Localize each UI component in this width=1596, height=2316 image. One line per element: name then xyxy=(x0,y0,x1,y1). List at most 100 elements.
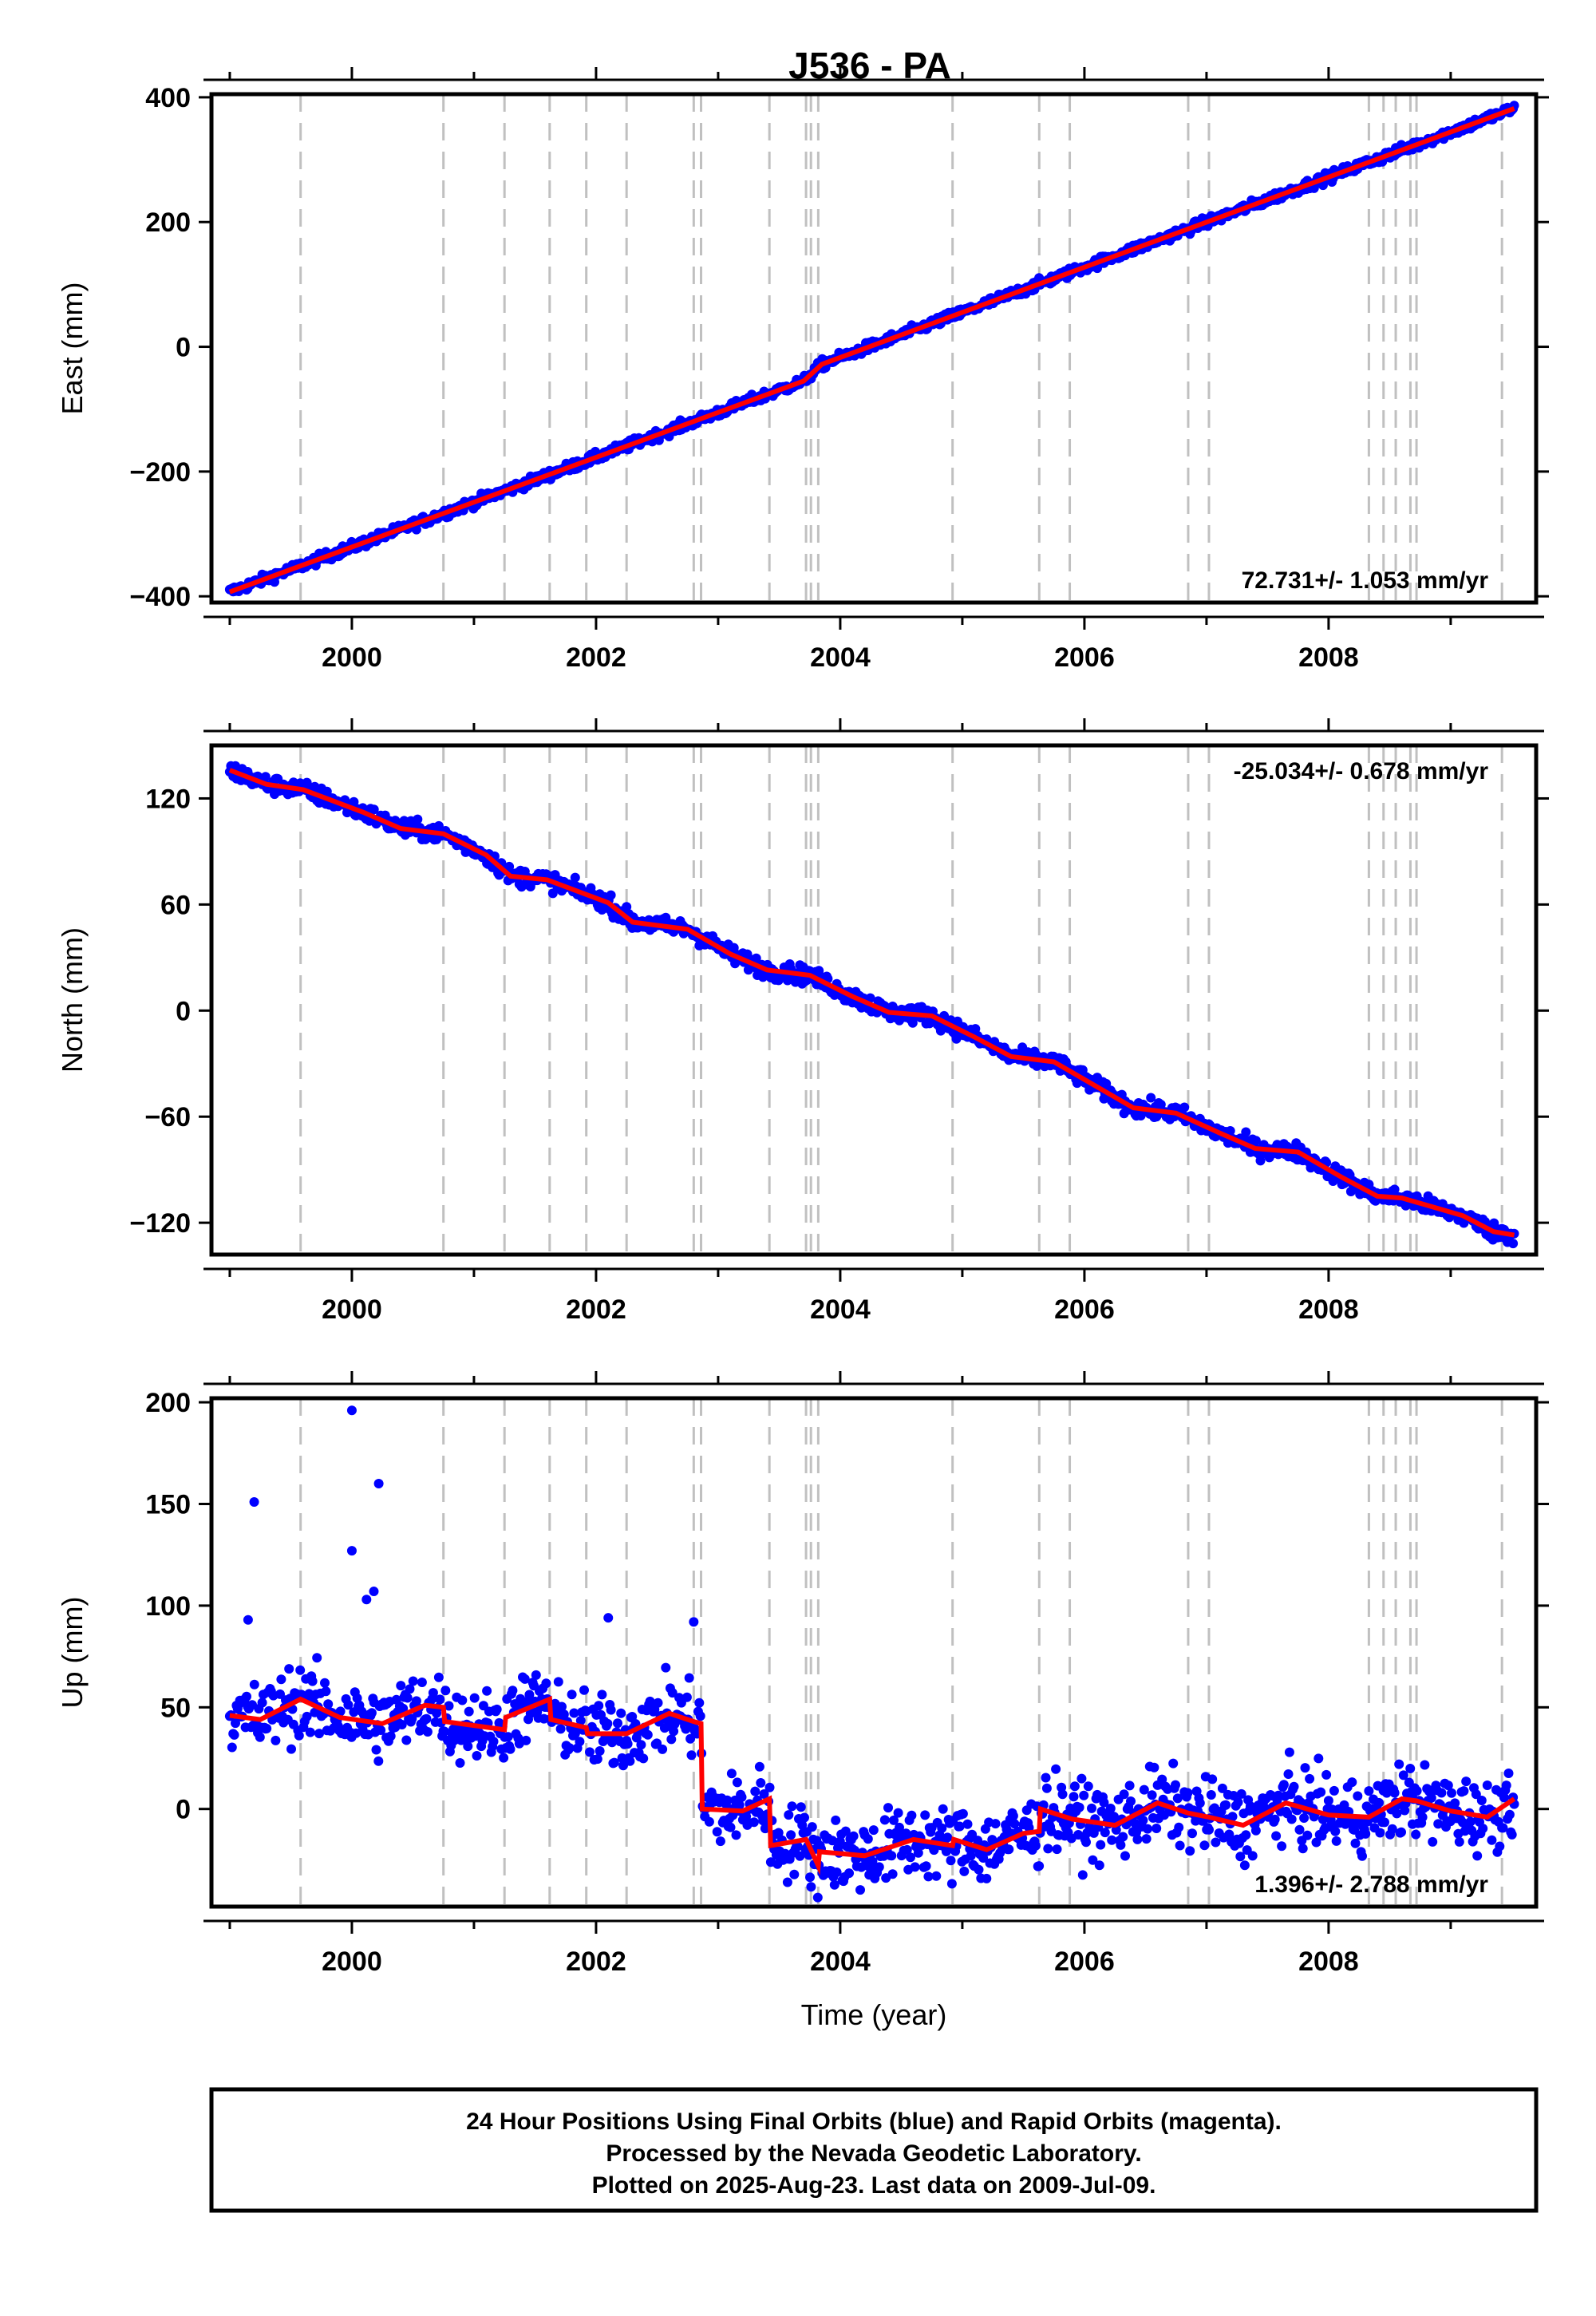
data-point xyxy=(1225,1126,1235,1136)
data-point xyxy=(369,804,379,815)
data-point xyxy=(539,1713,549,1724)
data-point xyxy=(1146,1093,1156,1103)
data-point xyxy=(1447,1788,1456,1798)
data-point xyxy=(722,1795,733,1805)
data-point xyxy=(1389,1788,1400,1798)
data-point xyxy=(1250,1825,1261,1836)
data-point xyxy=(879,1815,890,1825)
data-point xyxy=(786,1830,796,1840)
data-point xyxy=(469,1693,480,1703)
data-point xyxy=(1454,1836,1464,1847)
data-point xyxy=(1284,1747,1294,1757)
data-point xyxy=(503,1732,513,1742)
data-point xyxy=(795,1851,805,1861)
data-point xyxy=(1330,1826,1341,1836)
data-point xyxy=(411,524,421,535)
data-point xyxy=(658,1744,668,1754)
outlier-point xyxy=(361,1595,372,1605)
data-point xyxy=(249,1679,259,1690)
data-point xyxy=(373,1756,384,1766)
data-point xyxy=(1157,1774,1167,1784)
panel-east: −400 −200 0 200 400 2000 2002 2004 2006 2008 East … xyxy=(56,67,1549,673)
x-tick-label: 2008 xyxy=(1298,642,1359,673)
data-point xyxy=(1364,1786,1374,1796)
data-point xyxy=(1051,1764,1061,1774)
data-point xyxy=(749,1817,759,1828)
data-point xyxy=(455,1758,465,1768)
data-point xyxy=(938,1804,948,1814)
data-point xyxy=(407,1713,417,1724)
data-point xyxy=(954,1821,965,1832)
data-point xyxy=(1465,1816,1476,1827)
data-point xyxy=(1361,1828,1371,1839)
data-point xyxy=(1345,1187,1356,1196)
data-point xyxy=(848,1831,859,1841)
data-point xyxy=(734,1800,745,1810)
data-point xyxy=(800,1812,809,1823)
outlier-point xyxy=(249,1496,259,1507)
data-point xyxy=(982,1873,992,1883)
data-point xyxy=(295,1665,306,1675)
data-point xyxy=(1507,1829,1517,1840)
data-point xyxy=(1149,1762,1159,1773)
y-axis-label: East (mm) xyxy=(56,283,89,415)
data-point xyxy=(865,993,875,1003)
data-point xyxy=(731,1830,741,1840)
data-point xyxy=(1495,1841,1505,1852)
data-point xyxy=(575,1716,586,1725)
data-point xyxy=(887,1851,897,1861)
data-point xyxy=(575,1737,585,1747)
data-point xyxy=(787,1801,797,1812)
data-point xyxy=(397,1720,407,1729)
data-point xyxy=(366,1708,377,1718)
data-point xyxy=(1107,1835,1117,1845)
data-point xyxy=(1277,1841,1287,1852)
data-point xyxy=(685,1733,696,1744)
data-point xyxy=(1239,1860,1250,1871)
data-point xyxy=(1508,1239,1519,1249)
data-point xyxy=(417,1678,427,1687)
data-point xyxy=(1289,1781,1299,1792)
data-point xyxy=(1168,1758,1179,1769)
data-point xyxy=(1400,1805,1410,1816)
data-point xyxy=(1405,1764,1416,1773)
data-point xyxy=(1350,1838,1361,1848)
data-point xyxy=(832,1867,842,1877)
data-point xyxy=(1224,1829,1235,1840)
data-point xyxy=(1417,1812,1428,1822)
data-point xyxy=(1096,1840,1106,1850)
data-point xyxy=(1380,1817,1389,1828)
data-point xyxy=(314,1729,324,1739)
data-point xyxy=(1211,1837,1221,1848)
plot-frame xyxy=(209,743,1539,1257)
data-point xyxy=(606,890,616,900)
data-point xyxy=(1426,1792,1436,1803)
data-point xyxy=(1195,1798,1205,1808)
data-point xyxy=(444,1701,454,1711)
data-point xyxy=(807,1822,817,1832)
data-point xyxy=(1472,1851,1483,1861)
data-point xyxy=(1392,1808,1402,1819)
data-point xyxy=(907,1810,917,1820)
y-tick-label: 150 xyxy=(145,1489,191,1520)
data-point xyxy=(482,1686,492,1696)
x-tick-label: 2008 xyxy=(1298,1946,1359,1977)
data-point xyxy=(617,1753,627,1763)
data-point xyxy=(1250,1136,1261,1146)
plot-frame xyxy=(209,92,1539,605)
data-point xyxy=(255,1732,265,1742)
x-tick-label: 2000 xyxy=(322,642,382,673)
data-point xyxy=(508,1686,518,1696)
data-point xyxy=(681,1692,692,1702)
data-point xyxy=(1294,1824,1305,1835)
x-tick-label: 2002 xyxy=(566,642,626,673)
data-point xyxy=(1487,1835,1497,1845)
data-point xyxy=(585,1747,595,1757)
data-point xyxy=(521,1735,531,1745)
footer-line-2: Processed by the Nevada Geodetic Laborat… xyxy=(606,2140,1141,2167)
data-point xyxy=(413,814,423,824)
data-point xyxy=(958,1808,968,1819)
x-tick-label: 2008 xyxy=(1298,1294,1359,1325)
x-tick-label: 2006 xyxy=(1054,1294,1115,1325)
